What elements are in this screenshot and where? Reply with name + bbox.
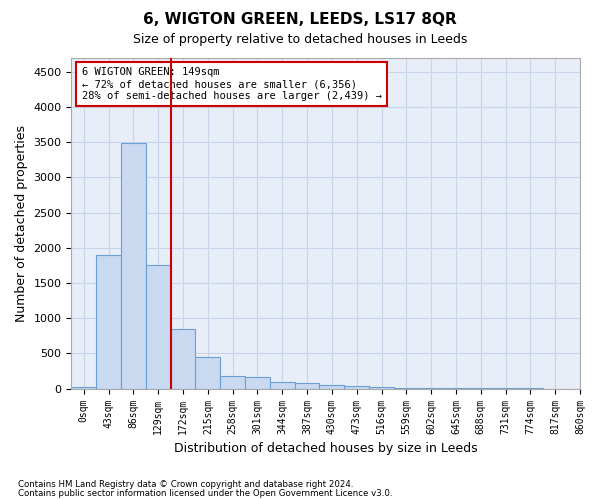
- Bar: [344, 386, 369, 388]
- Text: 6 WIGTON GREEN: 149sqm
← 72% of detached houses are smaller (6,356)
28% of semi-: 6 WIGTON GREEN: 149sqm ← 72% of detached…: [82, 68, 382, 100]
- Text: Contains HM Land Registry data © Crown copyright and database right 2024.: Contains HM Land Registry data © Crown c…: [18, 480, 353, 489]
- Text: 6, WIGTON GREEN, LEEDS, LS17 8QR: 6, WIGTON GREEN, LEEDS, LS17 8QR: [143, 12, 457, 28]
- Text: Size of property relative to detached houses in Leeds: Size of property relative to detached ho…: [133, 32, 467, 46]
- Y-axis label: Number of detached properties: Number of detached properties: [15, 124, 28, 322]
- Bar: [319, 385, 344, 388]
- Bar: [295, 383, 319, 388]
- Bar: [369, 387, 394, 388]
- Bar: [245, 377, 270, 388]
- Bar: [196, 357, 220, 388]
- Bar: [220, 376, 245, 388]
- X-axis label: Distribution of detached houses by size in Leeds: Distribution of detached houses by size …: [174, 442, 478, 455]
- Bar: [170, 329, 196, 388]
- Bar: [96, 255, 121, 388]
- Bar: [121, 143, 146, 388]
- Bar: [270, 382, 295, 388]
- Text: Contains public sector information licensed under the Open Government Licence v3: Contains public sector information licen…: [18, 488, 392, 498]
- Bar: [146, 264, 170, 388]
- Bar: [71, 386, 96, 388]
